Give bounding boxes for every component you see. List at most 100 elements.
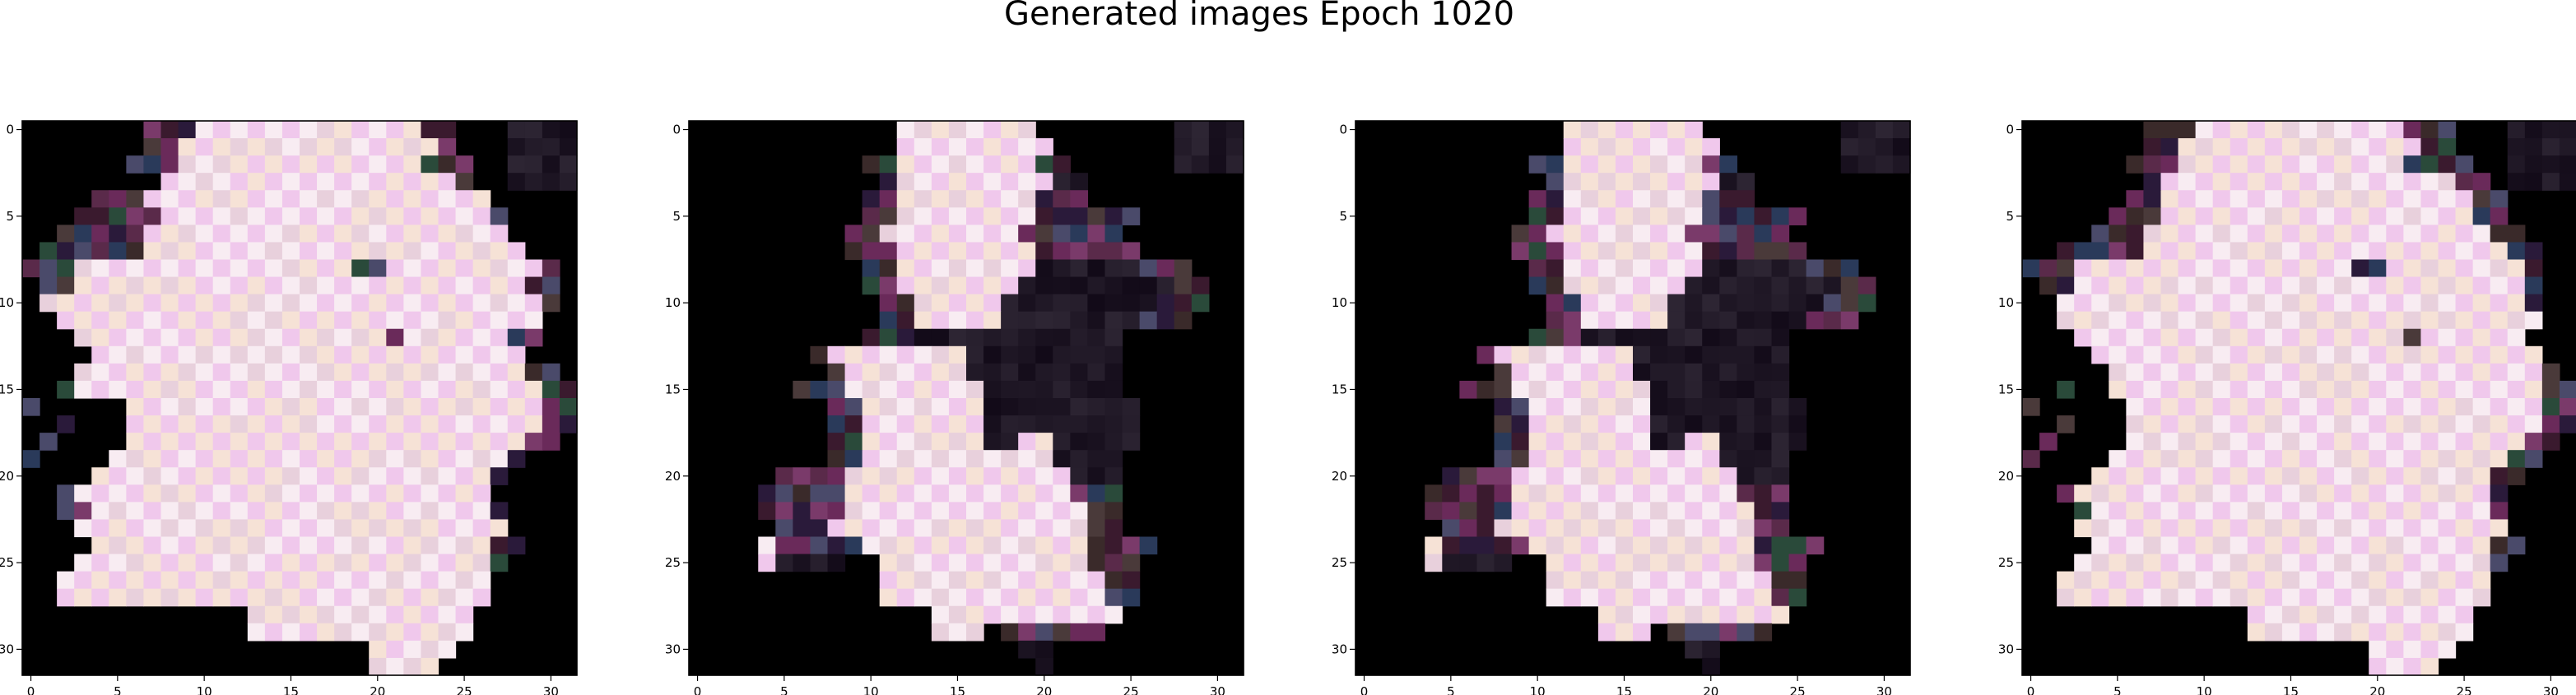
pixel-cell bbox=[247, 502, 266, 521]
pixel-cell bbox=[2109, 571, 2127, 590]
pixel-cell bbox=[1685, 484, 1703, 503]
pixel-cell bbox=[844, 363, 863, 382]
pixel-cell bbox=[1597, 121, 1616, 139]
pixel-cell bbox=[914, 225, 932, 243]
pixel-cell bbox=[2455, 450, 2474, 468]
pixel-cell bbox=[317, 415, 335, 433]
pixel-cell bbox=[2369, 294, 2387, 313]
pixel-cell bbox=[2212, 328, 2231, 347]
pixel-cell bbox=[2057, 415, 2075, 433]
y-tick-label: 5 bbox=[1339, 209, 1347, 224]
pixel-cell bbox=[455, 380, 474, 399]
pixel-cell bbox=[1580, 173, 1599, 191]
pixel-cell bbox=[455, 190, 474, 208]
pixel-cell bbox=[1737, 433, 1755, 451]
pixel-cell bbox=[2438, 121, 2457, 139]
pixel-cell bbox=[2160, 450, 2179, 468]
pixel-cell bbox=[966, 380, 984, 399]
pixel-cell bbox=[91, 345, 109, 364]
pixel-cell bbox=[2369, 623, 2387, 642]
pixel-cell bbox=[1633, 138, 1651, 156]
pixel-cell bbox=[143, 363, 162, 382]
pixel-cell bbox=[948, 242, 967, 261]
pixel-cell bbox=[2351, 155, 2369, 174]
pixel-cell bbox=[403, 571, 422, 590]
pixel-cell bbox=[1633, 605, 1651, 624]
pixel-cell bbox=[421, 363, 439, 382]
pixel-cell bbox=[178, 502, 197, 521]
pixel-cell bbox=[2299, 398, 2318, 416]
pixel-cell bbox=[230, 380, 249, 399]
pixel-cell bbox=[300, 588, 318, 607]
pixel-cell bbox=[386, 173, 404, 191]
pixel-cell bbox=[1667, 207, 1686, 225]
pixel-cell bbox=[948, 433, 967, 451]
pixel-cell bbox=[879, 398, 898, 416]
pixel-cell bbox=[1035, 605, 1053, 624]
pixel-cell bbox=[455, 276, 474, 295]
pixel-cell bbox=[2455, 294, 2474, 313]
pixel-cell bbox=[2490, 398, 2509, 416]
pixel-cell bbox=[2420, 415, 2439, 433]
pixel-cell bbox=[1633, 173, 1651, 191]
pixel-cell bbox=[300, 467, 318, 485]
pixel-cell bbox=[2281, 311, 2300, 330]
pixel-cell bbox=[1053, 433, 1071, 451]
pixel-cell bbox=[2160, 467, 2179, 485]
pixel-cell bbox=[230, 415, 249, 433]
pixel-cell bbox=[1771, 484, 1790, 503]
pixel-cell bbox=[2472, 242, 2491, 261]
pixel-cell bbox=[1737, 415, 1755, 433]
pixel-cell bbox=[1650, 467, 1668, 485]
pixel-cell bbox=[793, 519, 811, 538]
pixel-cell bbox=[1754, 415, 1773, 433]
pixel-cell bbox=[2369, 640, 2387, 659]
pixel-cell bbox=[1156, 259, 1175, 278]
pixel-cell bbox=[230, 536, 249, 555]
pixel-cell bbox=[1615, 121, 1634, 139]
pixel-cell bbox=[2299, 276, 2318, 295]
pixel-cell bbox=[1597, 415, 1616, 433]
pixel-cell bbox=[1702, 433, 1720, 451]
pixel-cell bbox=[247, 138, 266, 156]
pixel-cell bbox=[386, 276, 404, 295]
pixel-cell bbox=[524, 433, 543, 451]
pixel-cell bbox=[896, 415, 915, 433]
pixel-cell bbox=[2264, 173, 2283, 191]
pixel-cell bbox=[524, 415, 543, 433]
pixel-cell bbox=[1771, 536, 1790, 555]
pixel-cell bbox=[247, 623, 266, 642]
pixel-cell bbox=[966, 415, 984, 433]
pixel-cell bbox=[230, 138, 249, 156]
y-tick-label: 15 bbox=[1332, 382, 1347, 396]
pixel-cell bbox=[1719, 380, 1737, 399]
x-tick-label: 15 bbox=[1616, 684, 1632, 695]
pixel-cell bbox=[1650, 311, 1668, 330]
pixel-cell bbox=[524, 328, 543, 347]
pixel-cell bbox=[2247, 225, 2266, 243]
pixel-cell bbox=[386, 328, 404, 347]
pixel-cell bbox=[126, 225, 145, 243]
pixel-cell bbox=[2386, 640, 2404, 659]
pixel-cell bbox=[317, 467, 335, 485]
pixel-cell bbox=[438, 450, 457, 468]
pixel-cell bbox=[143, 294, 162, 313]
pixel-cell bbox=[914, 242, 932, 261]
x-tick-label: 30 bbox=[543, 684, 559, 695]
pixel-cell bbox=[1754, 294, 1773, 313]
y-tick-label: 10 bbox=[0, 295, 14, 310]
pixel-cell bbox=[1719, 311, 1737, 330]
pixel-cell bbox=[212, 398, 231, 416]
pixel-cell bbox=[109, 190, 127, 208]
pixel-cell bbox=[351, 294, 370, 313]
pixel-cell bbox=[2160, 554, 2179, 572]
y-tick-label: 25 bbox=[1998, 555, 2014, 570]
pixel-cell bbox=[57, 242, 75, 261]
pixel-cell bbox=[195, 121, 214, 139]
pixel-cell bbox=[966, 138, 984, 156]
pixel-cell bbox=[2438, 345, 2457, 364]
pixel-cell bbox=[2334, 467, 2352, 485]
pixel-cell bbox=[195, 173, 214, 191]
pixel-cell bbox=[126, 398, 145, 416]
pixel-cell bbox=[2403, 311, 2422, 330]
